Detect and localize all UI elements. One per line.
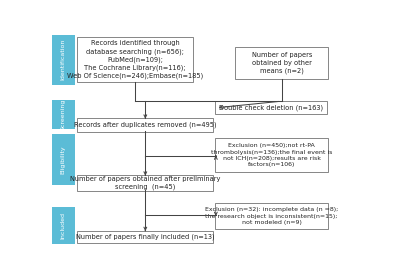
FancyBboxPatch shape [77,118,213,132]
Text: Eligibility: Eligibility [61,145,66,174]
Text: Records after duplicates removed (n=495): Records after duplicates removed (n=495) [74,122,217,128]
Bar [52,35,75,85]
Text: Exclusion (n=32): incomplete data (n =8);
the research object is inconsistent(n=: Exclusion (n=32): incomplete data (n =8)… [205,207,338,225]
Text: Records identified through
database searching (n=656);
PubMed(n=109);
The Cochra: Records identified through database sear… [67,40,203,79]
FancyBboxPatch shape [77,175,213,191]
Text: Identification: Identification [61,39,66,80]
Text: Number of papers
obtained by other
means (n=2): Number of papers obtained by other means… [252,52,312,74]
Text: Exclusion (n=450);not rt-PA
thrombolysis(n=136);the final event is
not ICH(n=208: Exclusion (n=450);not rt-PA thrombolysis… [211,143,332,167]
Bar [52,134,75,185]
Text: Number of papers obtained after preliminary
screening  (n=45): Number of papers obtained after prelimin… [70,176,220,190]
Text: Screening: Screening [61,99,66,130]
FancyBboxPatch shape [215,203,328,229]
Text: Number of papers finally included (n=13): Number of papers finally included (n=13) [76,234,215,240]
Text: Double check deletion (n=163): Double check deletion (n=163) [219,105,323,111]
FancyBboxPatch shape [77,231,213,243]
FancyBboxPatch shape [235,47,328,79]
FancyBboxPatch shape [77,37,193,82]
Text: Included: Included [61,212,66,239]
FancyBboxPatch shape [215,138,328,172]
Bar [52,100,75,129]
Bar [52,208,75,244]
FancyBboxPatch shape [215,101,326,114]
